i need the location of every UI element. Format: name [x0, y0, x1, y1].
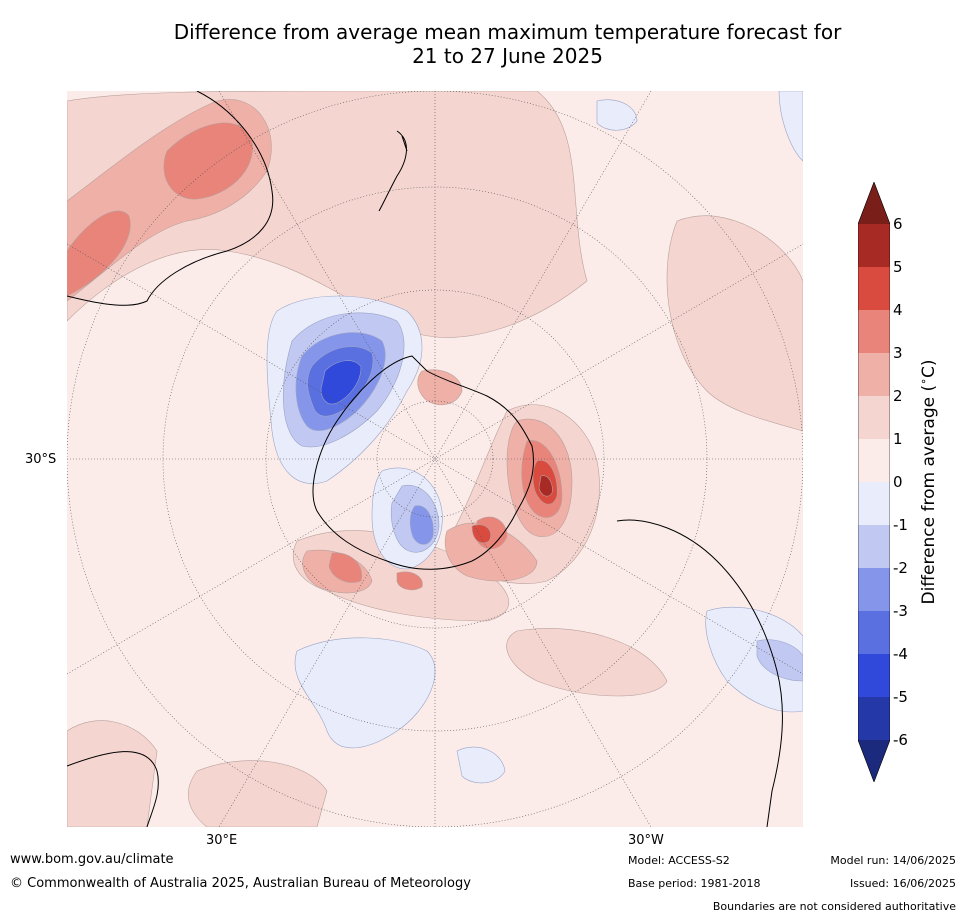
colorbar-tick-label: 2: [893, 387, 903, 405]
colorbar-extend-min: [858, 740, 890, 782]
footer-base-period: Base period: 1981-2018: [628, 877, 761, 890]
colorbar-segment: [858, 611, 890, 654]
anomaly-region-minus1-0: [705, 606, 803, 713]
colorbar-tick-label: -4: [893, 645, 908, 663]
anomaly-region-2-3: [417, 369, 463, 406]
colorbar-segment: [858, 310, 890, 353]
colorbar-extend-max: [858, 182, 890, 224]
colorbar-tick-label: -6: [893, 731, 908, 749]
antarctica-coastline: [312, 355, 535, 570]
colorbar-tick-label: -5: [893, 688, 908, 706]
colorbar-title-text: Difference from average (: [918, 384, 939, 605]
anomaly-region-1-2: [666, 215, 803, 432]
anomaly-region-minus1-0: [596, 99, 638, 131]
colorbar-title: Difference from average (∘C): [917, 359, 939, 604]
colorbar-segment: [858, 697, 890, 740]
colorbar-tick-label: -1: [893, 516, 908, 534]
latitude-label-30s: 30°S: [25, 452, 57, 467]
longitude-label-30e: 30°E: [206, 833, 238, 848]
colorbar-title-degree: ∘: [917, 377, 931, 385]
footer-website[interactable]: www.bom.gov.au/climate: [10, 852, 174, 867]
footer-disclaimer: Boundaries are not considered authoritat…: [712, 900, 956, 913]
anomaly-region-minus5-minus4: [320, 360, 362, 405]
title-line-2: 21 to 27 June 2025: [412, 44, 603, 68]
australia-coastline: [67, 91, 274, 306]
anomaly-region-3-4: [396, 571, 423, 591]
colorbar-segment: [858, 267, 890, 310]
colorbar-segment: [858, 482, 890, 525]
anomaly-region-5-6: [538, 475, 553, 497]
footer-copyright: © Commonwealth of Australia 2025, Austra…: [10, 876, 471, 891]
colorbar-tick-label: -3: [893, 602, 908, 620]
anomaly-region-4-5: [471, 524, 492, 544]
anomaly-region-1-2: [188, 760, 328, 827]
anomaly-region-minus1-0: [456, 746, 506, 784]
footer-issued: Issued: 16/06/2025: [849, 877, 956, 890]
colorbar-segment: [858, 353, 890, 396]
colorbar-segment: [858, 525, 890, 568]
anomaly-region-1-2: [67, 720, 158, 827]
anomaly-region-3-4: [328, 552, 363, 583]
colorbar-segment: [858, 396, 890, 439]
colorbar-segment: [858, 568, 890, 611]
temperature-anomaly-map: [67, 91, 803, 827]
new-zealand-coastline: [378, 130, 408, 212]
colorbar-tick-label: 0: [893, 473, 903, 491]
anomaly-region-3-4: [163, 122, 253, 200]
colorbar-segment: [858, 439, 890, 482]
colorbar: [858, 182, 890, 782]
map-title: Difference from average mean maximum tem…: [0, 20, 965, 68]
anomaly-region-3-4: [67, 210, 131, 297]
anomaly-region-1-2: [506, 628, 668, 697]
colorbar-tick-label: 4: [893, 301, 903, 319]
footer-model-run: Model run: 14/06/2025: [830, 854, 956, 867]
colorbar-segment: [858, 224, 890, 267]
anomaly-region-minus1-0: [294, 637, 436, 749]
anomaly-region-minus1-0: [778, 91, 803, 162]
colorbar-tick-label: -2: [893, 559, 908, 577]
anomaly-region-minus3-minus2: [409, 505, 434, 545]
colorbar-tick-label: 3: [893, 344, 903, 362]
footer-model: Model: ACCESS-S2: [628, 854, 730, 867]
longitude-label-30w: 30°W: [628, 833, 664, 848]
africa-coastline: [67, 751, 159, 827]
colorbar-tick-label: 6: [893, 215, 903, 233]
colorbar-tick-label: 5: [893, 258, 903, 276]
south-america-coastline: [616, 519, 783, 827]
title-line-1: Difference from average mean maximum tem…: [173, 20, 842, 44]
colorbar-tick-label: 1: [893, 430, 903, 448]
graticule: [67, 91, 803, 827]
colorbar-segment: [858, 654, 890, 697]
colorbar-title-unit: C): [918, 359, 939, 378]
